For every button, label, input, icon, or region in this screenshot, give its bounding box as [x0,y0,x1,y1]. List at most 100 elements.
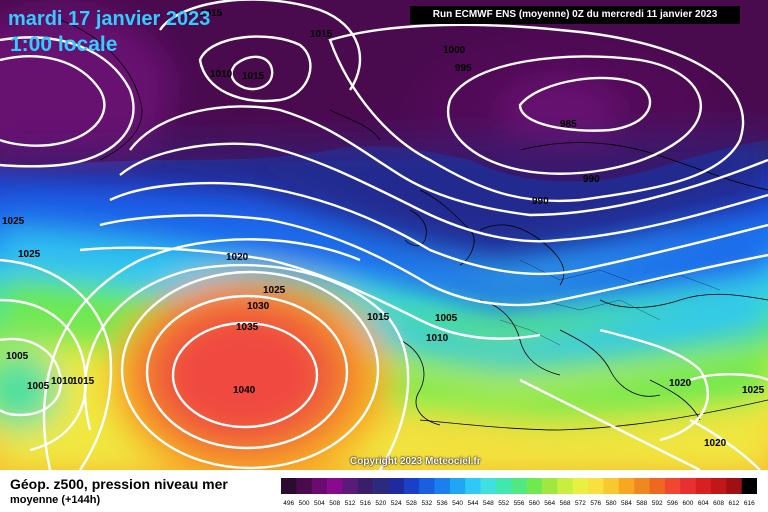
color-swatch [342,478,359,494]
isobar-label: 1020 [226,252,249,263]
isobar-label: 1010 [210,69,233,80]
isobar-label: 990 [532,196,549,207]
scale-label: 504 [314,500,325,507]
isobar-label: 1025 [742,385,765,396]
isobar-label: 985 [560,119,577,130]
color-scale: 496 500 504 508 512 516 520 524 528 532 536 540 544 5… [281,478,757,507]
scale-label: 500 [299,500,310,507]
scale-label: 544 [468,500,479,507]
color-swatch [511,478,527,494]
isobar-label: 995 [455,63,472,74]
color-swatch [281,478,297,494]
scale-label: 592 [652,500,663,507]
isobar-label: 1025 [18,249,41,260]
scale-label: 548 [483,500,494,507]
scale-label: 608 [713,500,724,507]
isobars [0,0,768,470]
color-swatch [403,478,420,494]
isobar-label: 990 [583,174,600,185]
isobar-label: 1000 [443,45,466,56]
copyright-notice: Copyright 2023 Meteociel.fr [350,456,481,467]
scale-label: 612 [729,500,740,507]
isobar-label: 1030 [247,301,270,312]
scale-label: 552 [498,500,509,507]
scale-label: 508 [329,500,340,507]
scale-label: 496 [283,500,294,507]
legend-panel: Géop. z500, pression niveau mer moyenne … [0,470,768,512]
isobar-label: 1010 [426,333,449,344]
isobar-label: 1025 [2,216,25,227]
isobar-label: 1020 [704,438,727,449]
color-swatch [542,478,558,494]
color-swatch [664,478,681,494]
scale-label: 556 [514,500,525,507]
isobar-label: 1010 [51,376,74,387]
color-swatch [603,478,620,494]
color-swatch [695,478,712,494]
color-swatch [373,478,389,494]
color-swatch [557,478,574,494]
scale-label: 560 [529,500,540,507]
isobar-label: 1015 [72,376,95,387]
color-swatch [434,478,451,494]
legend-subtitle: moyenne (+144h) [10,494,101,506]
color-swatch [649,478,666,494]
scale-label: 520 [375,500,386,507]
color-swatch [634,478,650,494]
scale-label: 564 [544,500,555,507]
color-swatch [741,478,757,494]
color-swatch [680,478,696,494]
scale-label: 512 [345,500,356,507]
isobar-label: 1005 [435,313,458,324]
color-swatch [618,478,635,494]
color-swatch [726,478,742,494]
color-swatch [449,478,466,494]
weather-map: 1015 1015 1010 1015 1000 995 985 990 990… [0,0,768,470]
color-swatch [327,478,343,494]
scale-label: 584 [621,500,632,507]
scale-label: 596 [667,500,678,507]
isobar-label: 1015 [242,71,265,82]
scale-label: 536 [437,500,448,507]
isobar-label: 1020 [669,378,692,389]
color-swatch [710,478,727,494]
model-run-info: Run ECMWF ENS (moyenne) 0Z du mercredi 1… [410,6,740,24]
legend-title: Géop. z500, pression niveau mer [10,476,228,492]
color-swatch [495,478,512,494]
color-swatch [526,478,543,494]
scale-label: 532 [421,500,432,507]
scale-label: 616 [744,500,755,507]
scale-label: 604 [698,500,709,507]
scale-label: 528 [406,500,417,507]
scale-label: 540 [452,500,463,507]
color-swatch [588,478,604,494]
forecast-time: 1:00 locale [10,33,118,56]
isobar-label: 1015 [367,312,390,323]
color-swatch [419,478,435,494]
color-swatch [311,478,328,494]
scale-label: 580 [606,500,617,507]
isobar-label: 1025 [263,285,286,296]
isobar-label: 1015 [310,29,333,40]
scale-label: 516 [360,500,371,507]
color-swatch [572,478,589,494]
isobar-label: 1015 [200,8,223,19]
scale-label: 572 [575,500,586,507]
isobar-label: 1035 [236,322,259,333]
scale-label: 524 [391,500,402,507]
color-swatch [465,478,481,494]
color-swatch [296,478,312,494]
scale-label: 568 [560,500,571,507]
isobar-label: 1040 [233,385,256,396]
color-swatch [480,478,497,494]
deep-low-region [0,0,768,182]
forecast-date: mardi 17 janvier 2023 [8,8,211,30]
color-swatch [357,478,374,494]
scale-label: 588 [636,500,647,507]
isobar-labels: 1015 1015 1010 1015 1000 995 985 990 990… [2,8,765,449]
borders [499,259,721,346]
isobar-label: 1005 [6,351,29,362]
isobar-label: 1005 [27,381,50,392]
scale-label: 576 [590,500,601,507]
